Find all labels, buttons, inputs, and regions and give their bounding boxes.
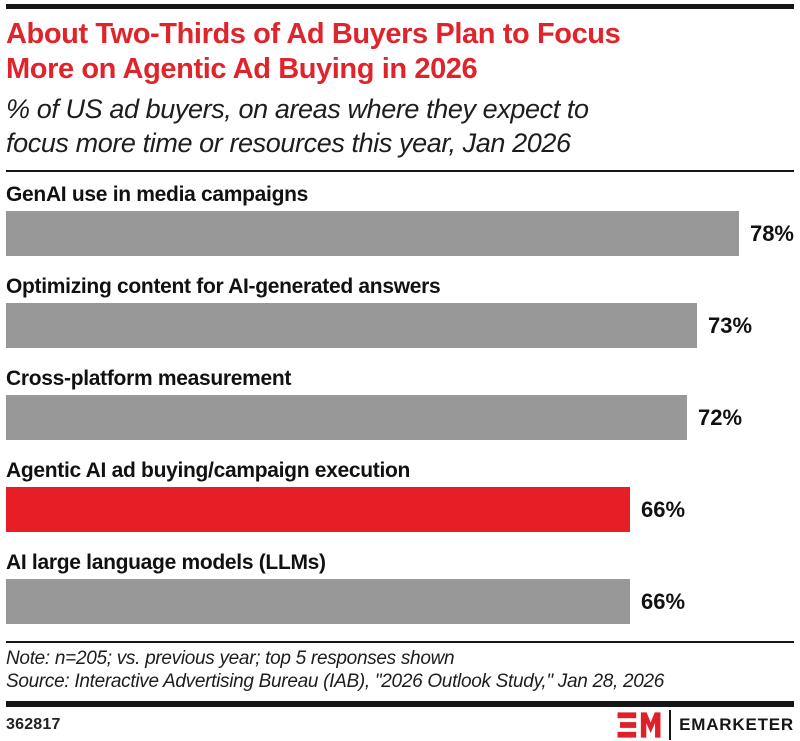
chart-title-line-2: More on Agentic Ad Buying in 2026 [6, 53, 478, 85]
bar [6, 211, 739, 256]
bar-row-ai-answers: Optimizing content for AI-generated answ… [6, 273, 794, 348]
chart-subtitle: % of US ad buyers, on areas where they e… [6, 92, 794, 160]
source-text: Source: Interactive Advertising Bureau (… [6, 671, 665, 692]
bar-track: 66% [6, 487, 794, 532]
chart-title-line-1: About Two-Thirds of Ad Buyers Plan to Fo… [6, 18, 621, 50]
bar-highlighted [6, 487, 630, 532]
category-label: GenAI use in media campaigns [6, 183, 309, 206]
bar-row-llms: AI large language models (LLMs) 66% [6, 549, 794, 624]
em-logomark-icon [617, 712, 661, 738]
footnote: Note: n=205; vs. previous year; top 5 re… [6, 644, 794, 699]
footnote-divider-rule [6, 641, 794, 643]
chart-subtitle-line-2: focus more time or resources this year, … [6, 128, 571, 158]
top-rule [6, 4, 794, 9]
bar [6, 303, 697, 348]
bar-row-cross-platform: Cross-platform measurement 72% [6, 365, 794, 440]
bar-track: 66% [6, 579, 794, 624]
chart-subtitle-line-1: % of US ad buyers, on areas where they e… [6, 94, 589, 124]
chart-title: About Two-Thirds of Ad Buyers Plan to Fo… [6, 17, 794, 87]
value-label: 66% [641, 588, 686, 614]
category-label: Optimizing content for AI-generated answ… [6, 275, 441, 298]
bottom-rule [6, 701, 794, 707]
header-divider-rule [6, 170, 794, 172]
brand-name: EMARKETER [679, 715, 794, 734]
value-label: 78% [749, 220, 794, 246]
bar-track: 78% [6, 211, 794, 256]
value-label: 73% [708, 312, 753, 338]
bar-chart: GenAI use in media campaigns 78% Optimiz… [6, 181, 794, 624]
bar-row-agentic-ai: Agentic AI ad buying/campaign execution … [6, 457, 794, 532]
chart-number: 362817 [6, 716, 61, 733]
footer: 362817 EMARKETER [6, 709, 794, 741]
value-label: 66% [641, 496, 686, 522]
note-text: Note: n=205; vs. previous year; top 5 re… [6, 648, 455, 669]
emarketer-logo: EMARKETER [617, 710, 794, 740]
bar-track: 73% [6, 303, 794, 348]
bar [6, 579, 630, 624]
logo-divider [669, 710, 672, 740]
category-label: Cross-platform measurement [6, 367, 292, 390]
bar-track: 72% [6, 395, 794, 440]
bar [6, 395, 687, 440]
category-label: AI large language models (LLMs) [6, 551, 326, 574]
bar-row-genai-media: GenAI use in media campaigns 78% [6, 181, 794, 256]
category-label: Agentic AI ad buying/campaign execution [6, 459, 411, 482]
value-label: 72% [698, 404, 743, 430]
